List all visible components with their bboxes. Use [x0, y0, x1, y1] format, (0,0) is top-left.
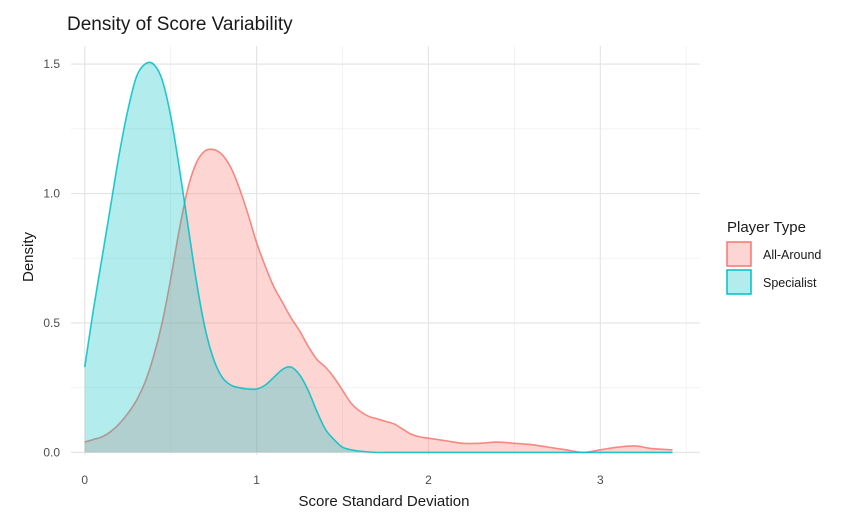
y-tick-label: 1.5 [43, 57, 60, 71]
legend-title: Player Type [727, 219, 806, 236]
legend-label-all-around: All-Around [763, 248, 821, 262]
line-all-around [84, 148, 673, 454]
line-specialist [83, 61, 673, 454]
y-tick-label: 0.5 [43, 316, 60, 330]
y-tick-label: 0.0 [43, 445, 60, 459]
y-tick-label: 1.0 [43, 187, 60, 201]
area-specialist [84, 62, 673, 453]
legend: Player Type All-Around Specialist [726, 219, 821, 295]
grid [71, 46, 700, 455]
x-tick-label: 3 [597, 473, 604, 487]
x-axis-title: Score Standard Deviation [299, 493, 470, 510]
legend-key-all-around [726, 241, 752, 267]
y-tick-labels: 0.0 0.5 1.0 1.5 [43, 57, 60, 459]
y-axis-title: Density [20, 231, 37, 282]
area-all-around [84, 149, 673, 453]
x-tick-label: 2 [425, 473, 432, 487]
x-tick-label: 1 [253, 473, 260, 487]
chart-title: Density of Score Variability [67, 14, 293, 35]
x-tick-labels: 0 1 2 3 [81, 473, 604, 487]
legend-label-specialist: Specialist [763, 276, 817, 290]
legend-key-specialist [726, 269, 752, 295]
density-areas [83, 61, 673, 454]
x-tick-label: 0 [81, 473, 88, 487]
